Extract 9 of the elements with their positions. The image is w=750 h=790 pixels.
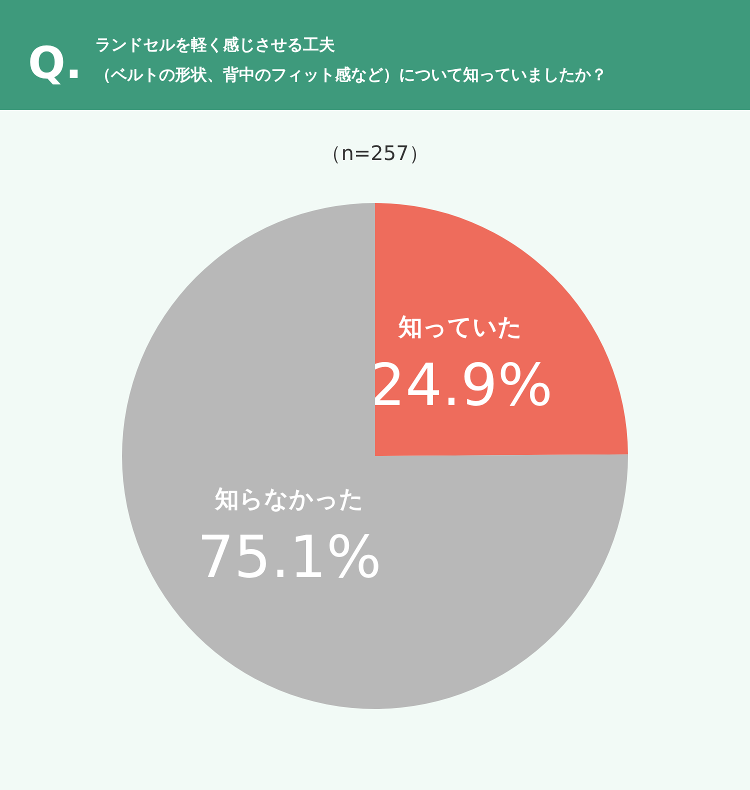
chart-subtitle: （n=257）	[321, 141, 429, 165]
slice-label: 知らなかった	[214, 485, 364, 514]
pie-slice	[375, 203, 628, 456]
data-label: 24.9%	[368, 350, 553, 419]
chart-title: ランドセルを軽く感じさせる工夫（ベルトの形状、背中のフィット感など）について知っていましたか？	[95, 35, 607, 84]
slice-label: 知っていた	[398, 312, 523, 341]
text: Q.	[28, 38, 82, 89]
pie-slice	[122, 203, 628, 709]
data-label: 75.1%	[197, 523, 382, 592]
